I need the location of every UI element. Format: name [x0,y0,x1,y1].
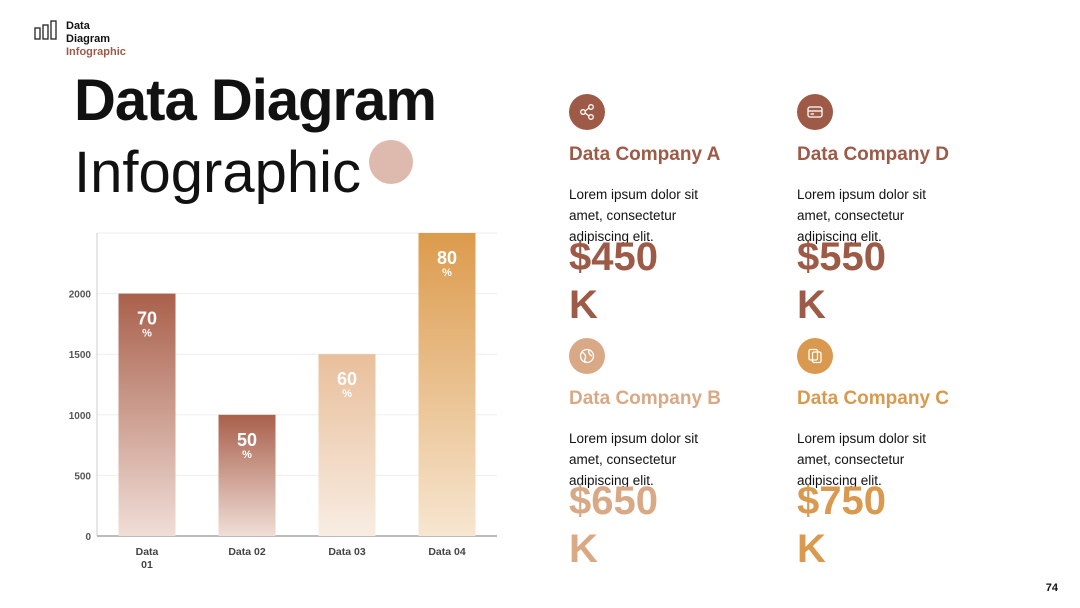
bar-value-unit: % [142,328,152,340]
bar-chart-icon [34,20,57,40]
company-card-c: Data Company C Lorem ipsum dolor sit ame… [797,338,1007,573]
decorative-circle [369,140,413,184]
bar-value-label: 60 [337,369,357,389]
logo-line1: Data [66,20,90,32]
credit-card-icon [797,94,833,130]
page-title: Data Diagram [74,68,437,133]
company-description: Lorem ipsum dolor sit amet, consectetur … [797,431,927,488]
share-icon [569,94,605,130]
company-card-d: Data Company D Lorem ipsum dolor sit ame… [797,94,1007,329]
logo-line3: Infographic [66,46,126,58]
bar [218,414,276,536]
y-tick-label: 2000 [69,290,92,301]
globe-icon [569,338,605,374]
company-value: $650 K [569,479,658,571]
bar-value-unit: % [242,449,252,461]
bar-value-unit: % [342,388,352,400]
bar-value-unit: % [442,267,452,279]
company-value: $750 K [797,479,886,571]
company-value: $450 K [569,235,658,327]
x-category-label: Data 04 [428,546,466,558]
logo: Data Diagram Infographic [34,20,126,59]
bar [318,354,376,536]
company-description: Lorem ipsum dolor sit amet, consectetur … [797,187,927,244]
page-subtitle: Infographic [74,140,361,205]
company-card-b: Data Company B Lorem ipsum dolor sit ame… [569,338,779,573]
company-card-a: Data Company A Lorem ipsum dolor sit ame… [569,94,779,329]
x-category-label: Data [136,546,159,558]
bar-value-label: 80 [437,248,457,268]
bar-value-label: 50 [237,430,257,450]
x-category-label: Data 02 [228,546,266,558]
bar [418,233,476,536]
y-tick-label: 0 [85,532,91,543]
x-category-label: Data 03 [328,546,366,558]
copy-icon [797,338,833,374]
page-number: 74 [1045,582,1058,594]
bar [118,293,176,536]
company-description: Lorem ipsum dolor sit amet, consectetur … [569,187,699,244]
company-name: Data Company A [569,144,721,165]
company-name: Data Company D [797,144,950,165]
y-tick-label: 1000 [69,411,92,422]
bar-value-label: 70 [137,309,157,329]
y-tick-label: 500 [74,471,91,482]
logo-line2: Diagram [66,33,111,45]
y-tick-label: 1500 [69,350,92,361]
company-value: $550 K [797,235,886,327]
x-category-label: 01 [141,559,153,571]
company-name: Data Company C [797,388,950,409]
company-description: Lorem ipsum dolor sit amet, consectetur … [569,431,699,488]
company-name: Data Company B [569,388,722,409]
